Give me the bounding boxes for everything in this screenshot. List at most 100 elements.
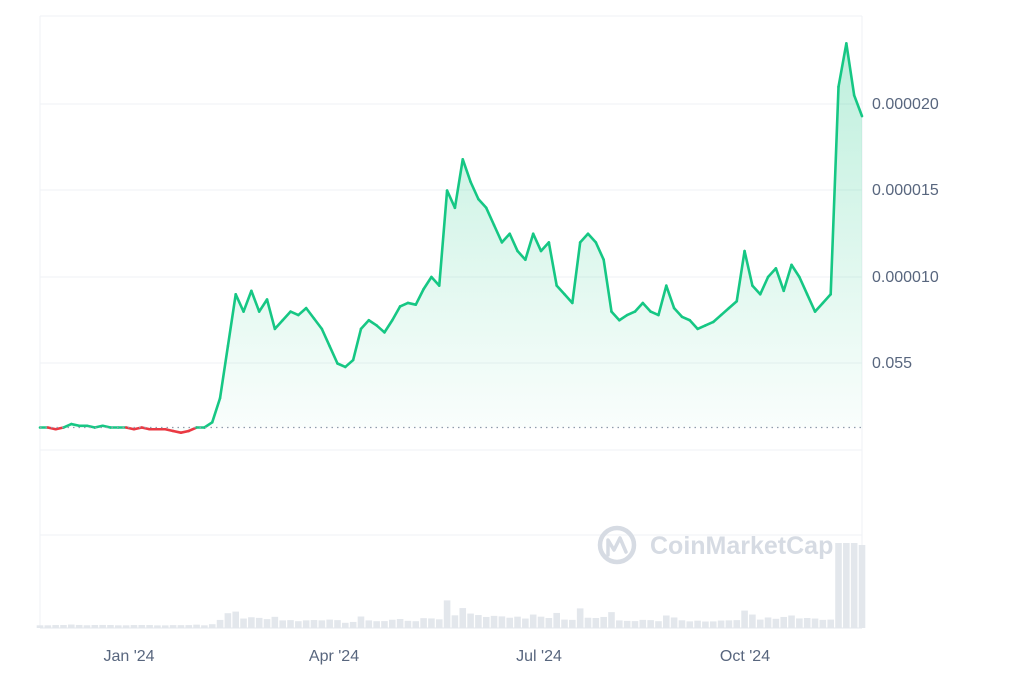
watermark: CoinMarketCap bbox=[597, 525, 833, 565]
price-line-segment bbox=[610, 310, 621, 322]
price-line-segment bbox=[477, 197, 488, 210]
price-line-segment bbox=[492, 223, 504, 244]
volume-bar bbox=[819, 619, 827, 628]
volume-bar bbox=[772, 618, 780, 628]
volume-bar bbox=[451, 615, 459, 628]
volume-bar bbox=[749, 614, 756, 628]
price-line-segment bbox=[461, 158, 472, 184]
price-line-segment bbox=[179, 429, 191, 435]
volume-bar bbox=[373, 621, 380, 628]
volume-bar bbox=[334, 620, 341, 628]
y-tick-label: 0.055 bbox=[872, 355, 912, 372]
price-line-segment bbox=[751, 284, 762, 296]
price-line-segment bbox=[594, 241, 605, 262]
price-line-segment bbox=[273, 318, 284, 331]
price-line-segment bbox=[445, 189, 457, 210]
price-line-segment bbox=[210, 396, 222, 424]
volume-bar bbox=[506, 617, 514, 628]
price-line-segment bbox=[774, 267, 786, 293]
price-line-segment bbox=[140, 426, 151, 431]
volume-bar bbox=[91, 624, 99, 628]
volume-bar bbox=[255, 617, 263, 628]
price-line-segment bbox=[539, 241, 551, 253]
x-tick-label: Apr '24 bbox=[309, 648, 359, 665]
volume-bar bbox=[764, 617, 772, 628]
price-line-segment bbox=[672, 306, 684, 319]
price-line-segment bbox=[531, 232, 543, 253]
price-line-segment bbox=[563, 292, 574, 305]
price-line-segment bbox=[422, 275, 433, 291]
price-line-segment bbox=[85, 424, 97, 429]
volume-bar bbox=[60, 624, 67, 628]
volume-bar bbox=[185, 625, 193, 628]
price-line-segment bbox=[250, 289, 261, 313]
volume-bar bbox=[208, 624, 216, 628]
price-line-segment bbox=[602, 258, 613, 313]
volume-bar bbox=[326, 619, 333, 628]
volume-bar bbox=[248, 617, 255, 628]
price-line-segment bbox=[641, 301, 652, 313]
price-line-segment bbox=[281, 310, 292, 322]
price-line-segment bbox=[46, 426, 57, 431]
price-line-segment bbox=[430, 275, 441, 287]
volume-bar bbox=[83, 625, 91, 628]
coinmarketcap-logo-icon bbox=[597, 525, 637, 565]
volume-bar bbox=[741, 610, 748, 628]
price-line-segment bbox=[657, 284, 668, 317]
volume-bar bbox=[498, 616, 506, 628]
price-line-segment bbox=[625, 310, 637, 317]
volume-bar bbox=[459, 608, 467, 628]
volume-bar bbox=[357, 616, 365, 628]
volume-bar bbox=[490, 615, 498, 628]
volume-bar bbox=[811, 618, 819, 628]
volume-bar bbox=[99, 624, 106, 628]
price-line-segment bbox=[171, 429, 183, 435]
price-line-segment bbox=[297, 306, 308, 317]
price-line-segment bbox=[62, 422, 73, 429]
price-line-segment bbox=[696, 324, 707, 331]
price-line-segment bbox=[234, 292, 245, 313]
volume-bar bbox=[678, 620, 686, 628]
volume-bar bbox=[388, 619, 396, 628]
volume-bar bbox=[240, 618, 247, 628]
volume-bar bbox=[154, 625, 161, 628]
price-line-segment bbox=[70, 422, 81, 428]
volume-bar bbox=[428, 618, 435, 628]
volume-bar bbox=[780, 616, 788, 628]
volume-bar bbox=[36, 625, 44, 628]
price-line-segment bbox=[320, 327, 331, 348]
price-line-segment bbox=[805, 292, 817, 313]
volume-bar bbox=[122, 625, 130, 628]
price-line-segment bbox=[242, 289, 253, 313]
volume-bar bbox=[138, 624, 146, 628]
price-line-segment bbox=[328, 344, 339, 365]
price-line-segment bbox=[743, 249, 754, 287]
volume-bar bbox=[349, 621, 357, 628]
volume-bar bbox=[193, 624, 200, 628]
volume-bar bbox=[569, 619, 576, 628]
volume-bar bbox=[858, 545, 866, 628]
price-line-segment bbox=[398, 301, 410, 308]
volume-bar bbox=[146, 625, 153, 628]
volume-bar bbox=[295, 621, 302, 628]
price-line-segment bbox=[437, 189, 449, 287]
price-line-segment bbox=[124, 426, 136, 431]
price-line-segment bbox=[790, 263, 801, 279]
price-line-segment bbox=[304, 306, 316, 320]
volume-bar bbox=[592, 618, 600, 628]
price-line-segment bbox=[704, 320, 715, 327]
volume-bar bbox=[467, 613, 474, 628]
volume-bar bbox=[553, 612, 560, 628]
volume-bar bbox=[608, 612, 615, 628]
price-line-segment bbox=[469, 180, 480, 201]
price-line-segment bbox=[633, 301, 645, 313]
volume-bar bbox=[631, 621, 639, 628]
volume-bar bbox=[263, 619, 271, 628]
volume-bar bbox=[694, 620, 701, 628]
y-tick-label: 0.000015 bbox=[872, 182, 939, 199]
volume-bar bbox=[287, 620, 294, 628]
price-line-segment bbox=[101, 424, 112, 429]
volume-bar bbox=[843, 543, 850, 628]
price-line-segment bbox=[367, 318, 378, 327]
